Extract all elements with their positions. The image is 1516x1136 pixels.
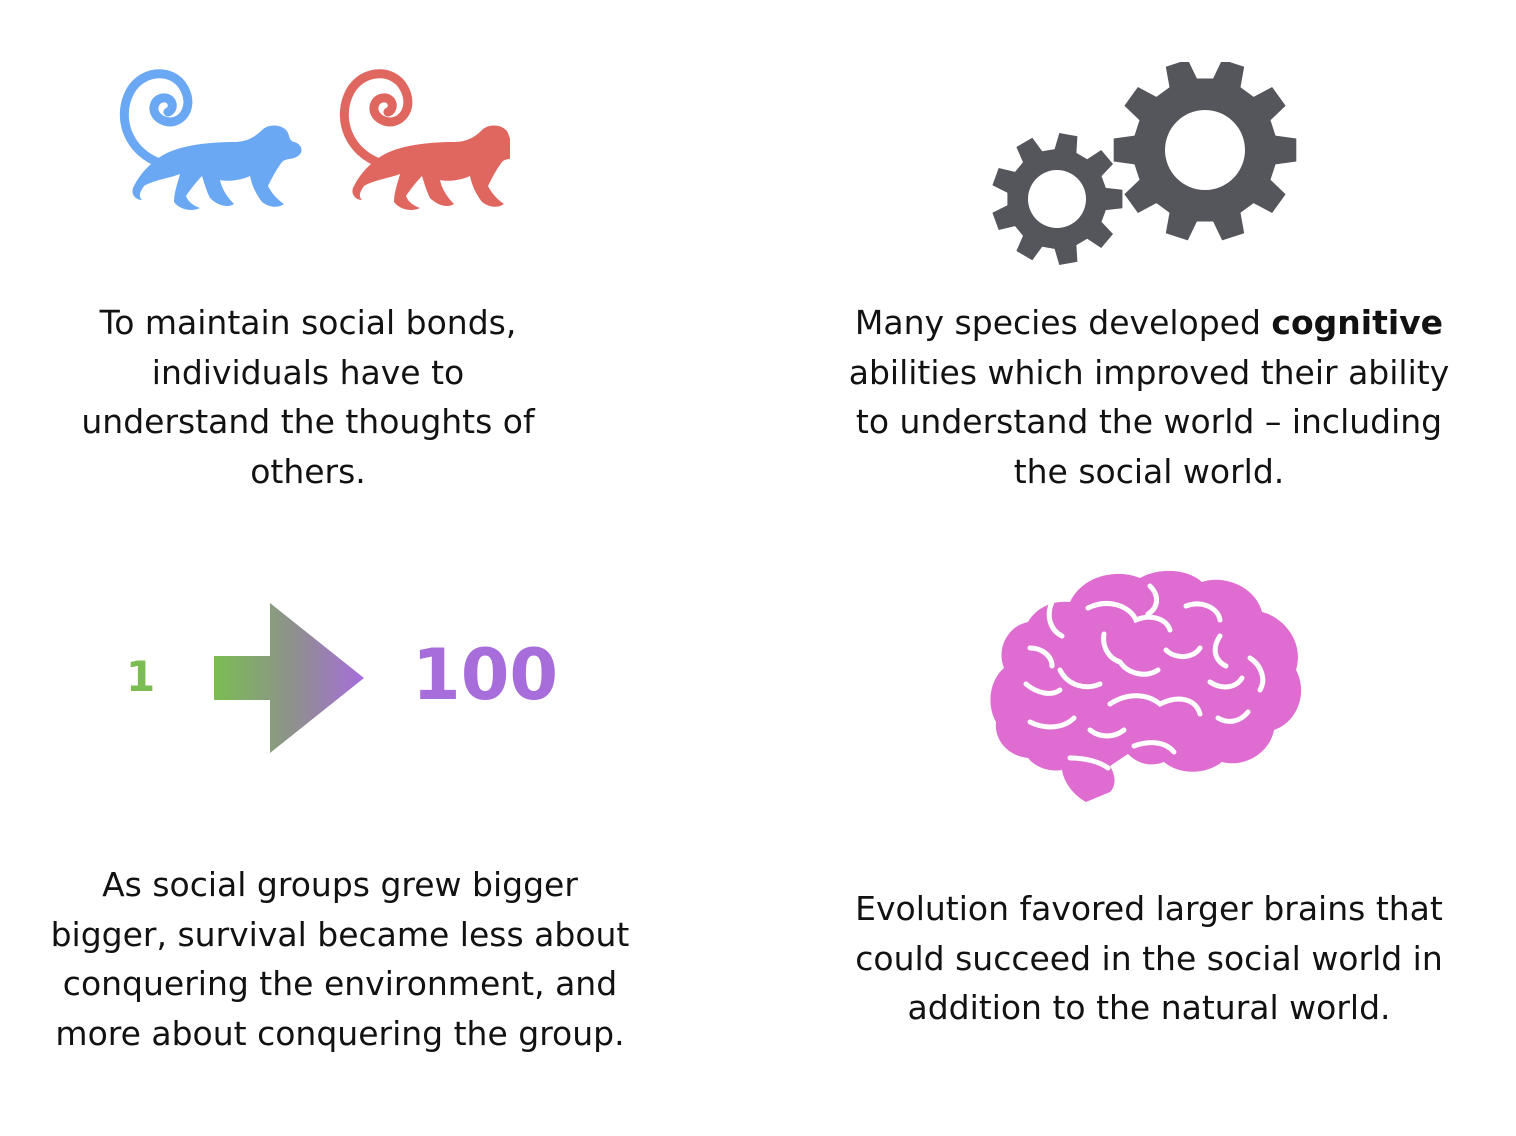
gears-icon	[992, 62, 1297, 265]
group-size-end-number: 100	[412, 634, 559, 716]
cognitive-caption: Many species developed cognitive abiliti…	[842, 298, 1456, 496]
monkey-icon	[344, 74, 510, 210]
arrow-right-icon	[214, 603, 364, 753]
brain-icon	[990, 570, 1302, 802]
monkeys-illustration	[110, 62, 510, 217]
social-bonds-caption: To maintain social bonds, individuals ha…	[81, 303, 535, 491]
cognitive-caption-bold: cognitive	[1271, 303, 1444, 342]
cognitive-caption-start: Many species developed	[854, 303, 1272, 342]
evolution-caption: Evolution favored larger brains that cou…	[855, 889, 1443, 1027]
monkey-icon	[124, 74, 301, 210]
cognitive-caption-end: abilities which improved their ability t…	[848, 352, 1450, 491]
group-size-start-number: 1	[126, 652, 156, 701]
group-size-caption: As social groups grew bigger bigger, sur…	[50, 865, 630, 1053]
